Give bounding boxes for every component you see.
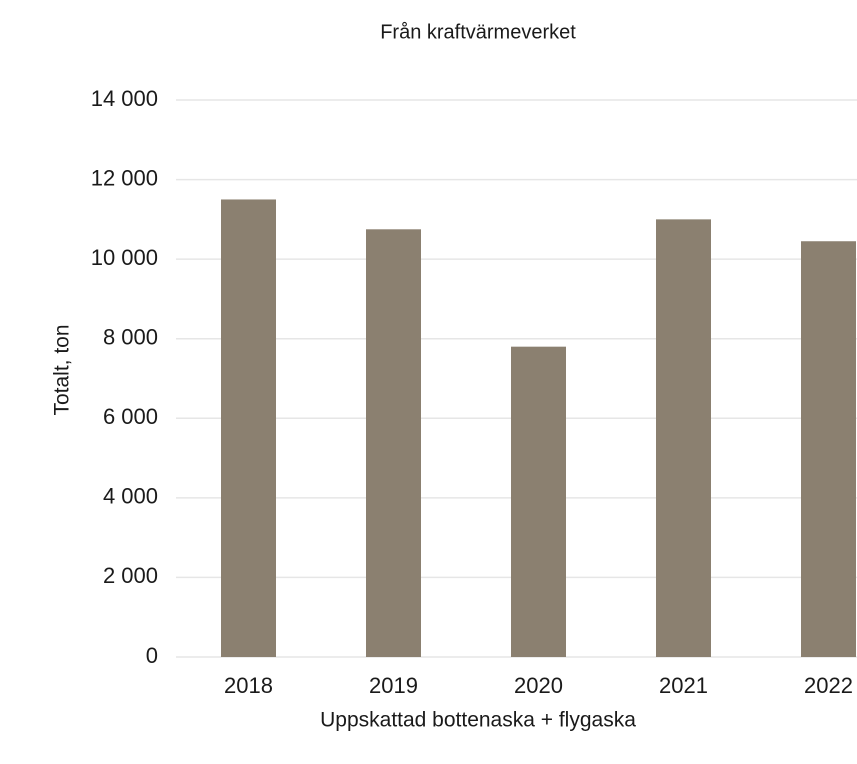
x-tick-label: 2020 <box>514 673 563 698</box>
chart-subtitle: Från kraftvärmeverket <box>380 21 576 43</box>
x-axis-title: Uppskattad bottenaska + flygaska <box>320 709 636 732</box>
x-tick-label: 2022 <box>804 673 853 698</box>
x-tick-label: 2018 <box>224 673 273 698</box>
y-tick-label: 10 000 <box>91 245 158 270</box>
y-tick-label: 14 000 <box>91 86 158 111</box>
bar <box>801 241 856 657</box>
x-tick-label: 2019 <box>369 673 418 698</box>
bar <box>511 346 566 657</box>
y-tick-label: 12 000 <box>91 165 158 190</box>
bar <box>366 229 421 657</box>
y-tick-label: 0 <box>146 643 158 668</box>
y-axis-title: Totalt, ton <box>51 324 74 415</box>
y-tick-label: 6 000 <box>103 404 158 429</box>
y-tick-label: 2 000 <box>103 563 158 588</box>
y-tick-label: 4 000 <box>103 484 158 509</box>
bar <box>656 219 711 657</box>
bar <box>221 199 276 657</box>
x-tick-label: 2021 <box>659 673 708 698</box>
y-tick-label: 8 000 <box>103 325 158 350</box>
